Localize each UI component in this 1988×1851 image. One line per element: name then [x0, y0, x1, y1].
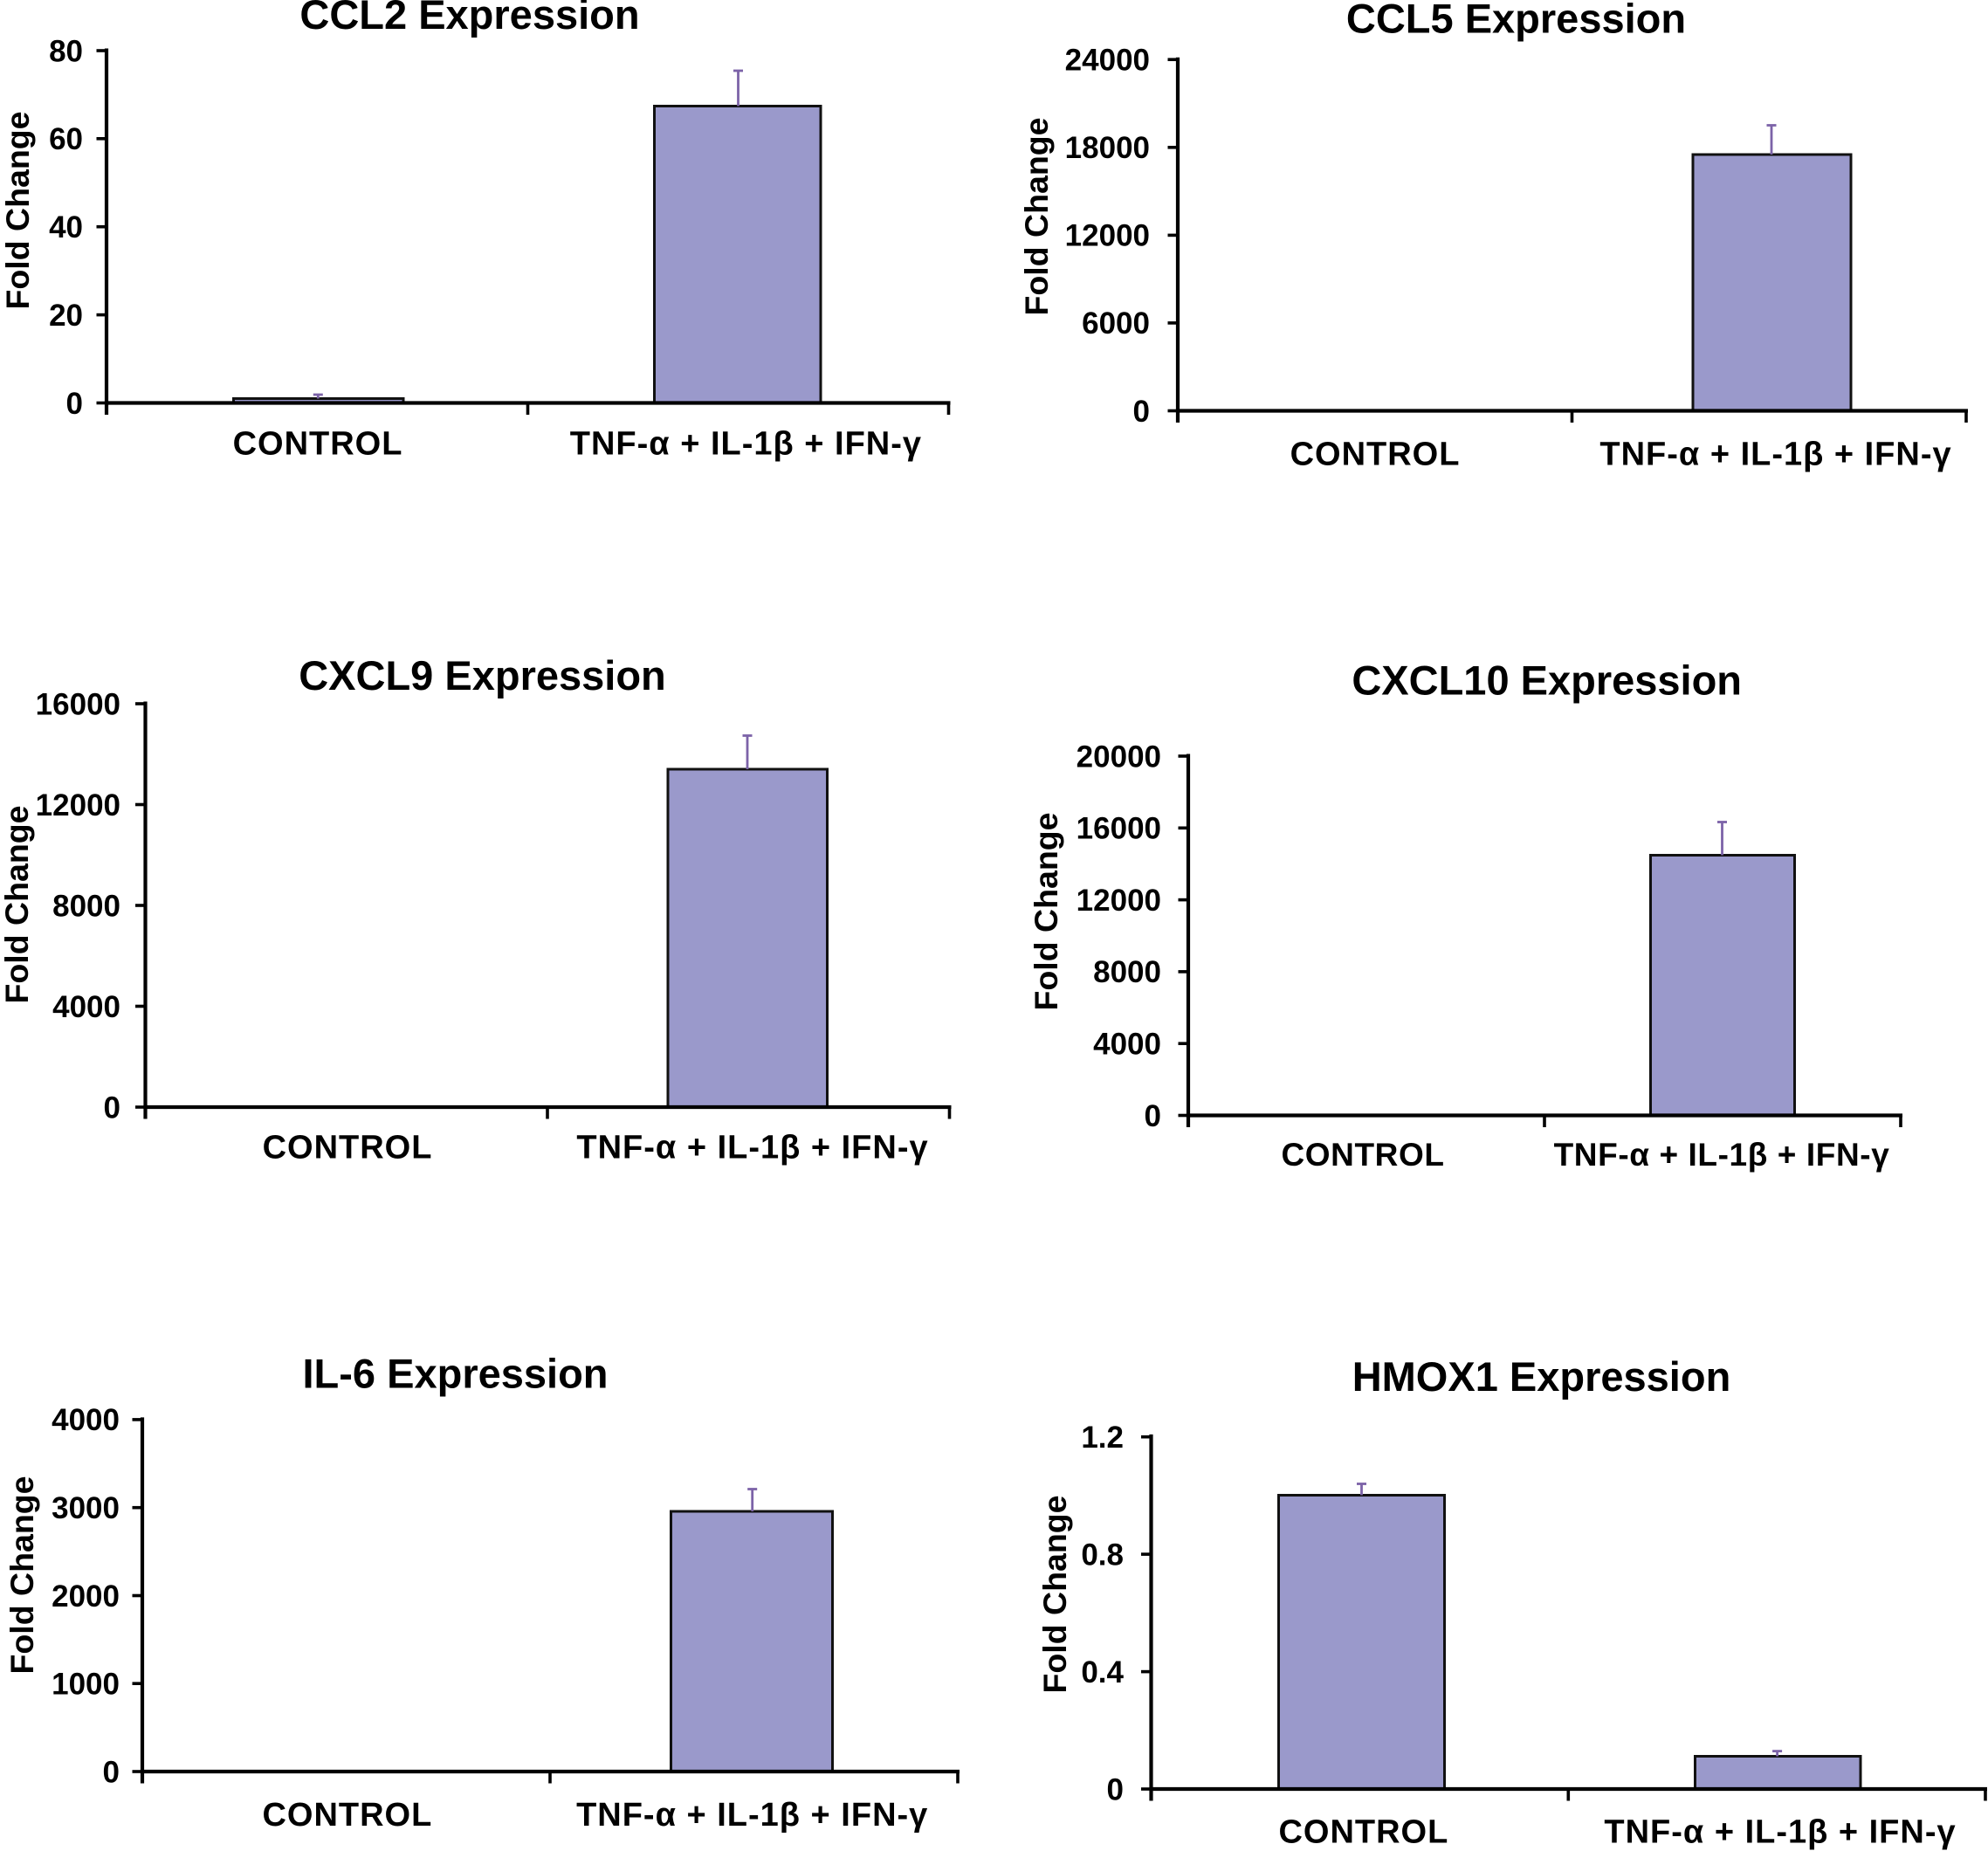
svg-text:TNF-α + IL-1β + IFN-γ: TNF-α + IL-1β + IFN-γ — [1599, 437, 1951, 473]
svg-text:0: 0 — [1107, 1772, 1124, 1806]
svg-text:16000: 16000 — [36, 687, 120, 721]
svg-text:80: 80 — [49, 34, 83, 68]
svg-text:CCL5 Expression: CCL5 Expression — [1346, 0, 1686, 41]
svg-text:20000: 20000 — [1077, 740, 1161, 774]
svg-text:CONTROL: CONTROL — [1281, 1137, 1444, 1173]
svg-text:TNF-α + IL-1β + IFN-γ: TNF-α + IL-1β + IFN-γ — [576, 1797, 928, 1834]
svg-text:12000: 12000 — [1077, 884, 1161, 918]
svg-text:Fold Change: Fold Change — [1036, 1495, 1073, 1693]
svg-text:0.4: 0.4 — [1081, 1655, 1124, 1689]
svg-text:12000: 12000 — [1065, 219, 1150, 253]
svg-text:0: 0 — [1145, 1099, 1161, 1133]
svg-text:Fold Change: Fold Change — [1018, 117, 1055, 315]
svg-text:Fold Change: Fold Change — [3, 1476, 40, 1674]
svg-text:CONTROL: CONTROL — [1290, 437, 1461, 473]
svg-text:1000: 1000 — [52, 1668, 120, 1702]
svg-text:12000: 12000 — [36, 788, 120, 822]
svg-text:4000: 4000 — [1093, 1028, 1161, 1062]
svg-text:TNF-α + IL-1β + IFN-γ: TNF-α + IL-1β + IFN-γ — [570, 426, 922, 463]
svg-text:CCL2 Expression: CCL2 Expression — [299, 0, 639, 38]
svg-text:6000: 6000 — [1082, 306, 1150, 341]
svg-text:8000: 8000 — [1093, 955, 1161, 989]
svg-text:0.8: 0.8 — [1081, 1538, 1124, 1572]
svg-text:60: 60 — [49, 122, 83, 156]
svg-text:Fold Change: Fold Change — [1028, 812, 1064, 1010]
svg-text:4000: 4000 — [52, 1403, 120, 1437]
svg-text:0: 0 — [104, 1091, 120, 1125]
svg-text:TNF-α + IL-1β + IFN-γ: TNF-α + IL-1β + IFN-γ — [1604, 1813, 1956, 1850]
svg-text:Fold Change: Fold Change — [0, 805, 35, 1003]
svg-text:1.2: 1.2 — [1081, 1421, 1124, 1455]
svg-text:0: 0 — [66, 387, 83, 421]
svg-text:CONTROL: CONTROL — [263, 1130, 433, 1166]
svg-text:TNF-α + IL-1β + IFN-γ: TNF-α + IL-1β + IFN-γ — [576, 1130, 928, 1166]
svg-text:CONTROL: CONTROL — [233, 426, 403, 463]
svg-text:18000: 18000 — [1065, 131, 1150, 165]
svg-text:16000: 16000 — [1077, 812, 1161, 846]
svg-text:TNF-α + IL-1β + IFN-γ: TNF-α + IL-1β + IFN-γ — [1554, 1137, 1890, 1173]
svg-text:HMOX1 Expression: HMOX1 Expression — [1352, 1353, 1731, 1400]
svg-text:CONTROL: CONTROL — [262, 1797, 432, 1834]
svg-text:2000: 2000 — [52, 1579, 120, 1614]
svg-text:20: 20 — [49, 299, 83, 333]
svg-text:0: 0 — [1133, 395, 1150, 429]
svg-text:4000: 4000 — [52, 990, 120, 1024]
svg-text:Fold Change: Fold Change — [0, 111, 36, 309]
svg-text:CXCL10 Expression: CXCL10 Expression — [1352, 657, 1742, 703]
svg-text:8000: 8000 — [52, 889, 120, 923]
svg-text:40: 40 — [49, 210, 83, 244]
svg-text:CXCL9 Expression: CXCL9 Expression — [299, 652, 666, 698]
svg-text:IL-6 Expression: IL-6 Expression — [303, 1351, 609, 1397]
svg-text:0: 0 — [103, 1755, 120, 1789]
svg-text:24000: 24000 — [1065, 44, 1150, 78]
svg-text:CONTROL: CONTROL — [1278, 1813, 1448, 1850]
svg-text:3000: 3000 — [52, 1491, 120, 1525]
